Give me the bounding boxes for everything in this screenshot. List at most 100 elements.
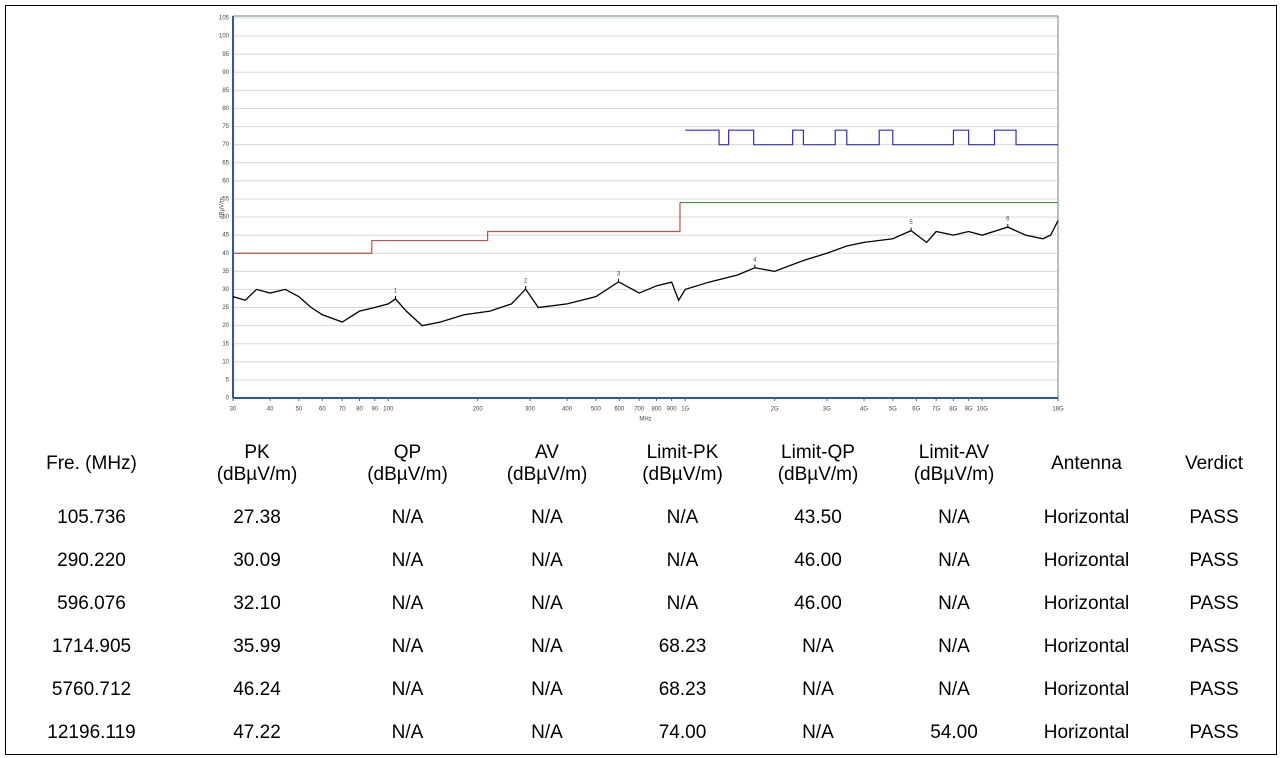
x-tick-label: 5G bbox=[889, 407, 897, 413]
marker-label: 6 bbox=[1006, 217, 1010, 223]
table-cell: N/A bbox=[391, 506, 424, 528]
y-tick-label: 55 bbox=[222, 197, 229, 203]
x-tick-label: 100 bbox=[383, 407, 394, 413]
x-tick-label: 9G bbox=[965, 407, 973, 413]
header-cell: Limit-QP (dBµV/m) bbox=[777, 442, 859, 485]
table-cell: 54.00 bbox=[930, 721, 978, 743]
table-cell: N/A bbox=[938, 549, 970, 571]
table-cell: N/A bbox=[391, 678, 424, 700]
table-cell: N/A bbox=[531, 635, 563, 657]
table-cell: Horizontal bbox=[1043, 592, 1130, 614]
x-tick-label: 200 bbox=[473, 407, 484, 413]
table-cell: 12196.119 bbox=[47, 721, 136, 743]
chart: 0510152025303540455055606570758085909510… bbox=[215, 12, 1065, 432]
table-cell: 46.00 bbox=[794, 549, 842, 571]
table-cell: N/A bbox=[391, 635, 424, 657]
series-line bbox=[685, 129, 1058, 146]
table-body: 105.736 27.38 N/A N/A N/A 43.50 N/A Horizontal P… bbox=[5, 496, 1277, 754]
x-tick-label: 700 bbox=[634, 407, 645, 413]
series-line bbox=[232, 220, 1059, 327]
x-tick-label: 90 bbox=[371, 407, 378, 413]
table-cell: N/A bbox=[666, 592, 699, 614]
table-cell: N/A bbox=[391, 549, 424, 571]
table-cell: 27.38 bbox=[233, 506, 281, 528]
table-cell: N/A bbox=[938, 592, 970, 614]
x-tick-label: 50 bbox=[296, 407, 303, 413]
table-cell: N/A bbox=[531, 549, 563, 571]
table-cell: 74.00 bbox=[658, 721, 707, 743]
y-tick-label: 85 bbox=[222, 88, 229, 94]
header-cell: Limit-AV (dBµV/m) bbox=[913, 442, 995, 485]
table-row: 5760.712 46.24 N/A N/A 68.23 N/A N/A Horizontal… bbox=[5, 668, 1277, 711]
table-cell: PASS bbox=[1189, 635, 1239, 657]
table-cell: PASS bbox=[1189, 721, 1239, 743]
chart-bg bbox=[215, 12, 1063, 432]
marker-label: 3 bbox=[617, 271, 621, 277]
y-tick-label: 25 bbox=[222, 305, 229, 311]
table-cell: 68.23 bbox=[658, 678, 707, 700]
x-tick-label: 300 bbox=[525, 407, 536, 413]
table-cell: 43.50 bbox=[794, 506, 842, 528]
x-tick-label: 1G bbox=[681, 407, 689, 413]
table-row: 1714.905 35.99 N/A N/A 68.23 N/A N/A Horizontal… bbox=[5, 625, 1277, 668]
table-cell: N/A bbox=[391, 721, 424, 743]
y-tick-label: 0 bbox=[226, 396, 230, 402]
y-tick-label: 65 bbox=[222, 160, 229, 166]
table-cell: 32.10 bbox=[233, 592, 281, 614]
table-row: 596.076 32.10 N/A N/A N/A 46.00 N/A Horizontal P… bbox=[5, 582, 1277, 625]
header-cell: QP (dBµV/m) bbox=[367, 442, 448, 485]
y-tick-label: 100 bbox=[219, 34, 230, 40]
series-line bbox=[233, 202, 681, 254]
table-cell: N/A bbox=[938, 635, 970, 657]
x-tick-label: 10G bbox=[977, 407, 989, 413]
x-tick-label: 60 bbox=[319, 407, 326, 413]
header-cell: Antenna bbox=[1051, 453, 1122, 474]
table-cell: N/A bbox=[938, 678, 970, 700]
x-tick-label: 600 bbox=[614, 407, 625, 413]
table-cell: 68.23 bbox=[658, 635, 707, 657]
table-row: 105.736 27.38 N/A N/A N/A 43.50 N/A Horizontal P… bbox=[5, 496, 1277, 539]
table-cell: 47.22 bbox=[233, 721, 281, 743]
x-tick-label: 6G bbox=[912, 407, 920, 413]
header-row: Fre. (MHz) PK (dBµV/m) QP (dBµV/m) AV (dBµV… bbox=[5, 432, 1277, 496]
marker-label: 4 bbox=[753, 257, 757, 263]
y-tick-label: 10 bbox=[222, 359, 229, 365]
x-tick-label: 4G bbox=[860, 407, 868, 413]
table-cell: 46.24 bbox=[233, 678, 281, 700]
table-cell: N/A bbox=[531, 678, 563, 700]
table-cell: Horizontal bbox=[1043, 721, 1130, 743]
table-cell: N/A bbox=[666, 549, 699, 571]
table-cell: 5760.712 bbox=[51, 678, 132, 700]
table-cell: N/A bbox=[802, 635, 834, 657]
y-tick-label: 80 bbox=[222, 106, 229, 112]
y-tick-label: 60 bbox=[222, 178, 229, 184]
table-cell: 1714.905 bbox=[51, 635, 132, 657]
table-cell: PASS bbox=[1189, 506, 1239, 528]
table-cell: N/A bbox=[666, 506, 699, 528]
x-tick-label: 18G bbox=[1052, 407, 1064, 413]
y-tick-label: 5 bbox=[226, 377, 230, 383]
y-tick-label: 40 bbox=[222, 251, 229, 257]
x-tick-label: 800 bbox=[651, 407, 662, 413]
table-cell: Horizontal bbox=[1043, 678, 1130, 700]
table-cell: 290.220 bbox=[57, 549, 126, 571]
y-tick-label: 30 bbox=[222, 287, 229, 293]
table-cell: N/A bbox=[531, 592, 563, 614]
frame bbox=[5, 5, 1277, 755]
y-tick-label: 15 bbox=[222, 341, 229, 347]
x-tick-label: 80 bbox=[356, 407, 363, 413]
x-tick-label: 70 bbox=[339, 407, 346, 413]
table-cell: PASS bbox=[1189, 678, 1239, 700]
table-cell: Horizontal bbox=[1043, 506, 1130, 528]
y-tick-label: 50 bbox=[222, 215, 229, 221]
table-cell: N/A bbox=[802, 721, 834, 743]
table-cell: N/A bbox=[531, 506, 563, 528]
table-cell: 35.99 bbox=[233, 635, 281, 657]
header-cell: Limit-PK (dBµV/m) bbox=[642, 442, 723, 485]
x-tick-label: 500 bbox=[591, 407, 602, 413]
y-tick-label: 35 bbox=[222, 269, 229, 275]
table-cell: N/A bbox=[531, 721, 563, 743]
y-tick-label: 70 bbox=[222, 142, 229, 148]
header-cell: AV (dBµV/m) bbox=[506, 442, 588, 485]
